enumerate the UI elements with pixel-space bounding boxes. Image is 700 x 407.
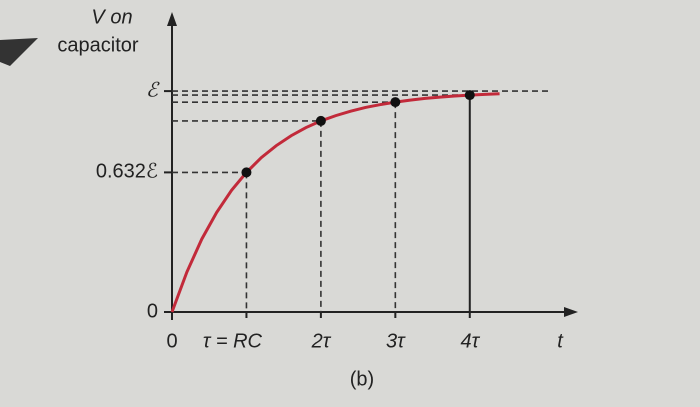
page-corner-mark [0, 38, 38, 66]
charging-curve [170, 92, 500, 313]
caption: (b) [350, 368, 374, 390]
x-tick-label: 0 [166, 330, 177, 352]
data-point [241, 167, 252, 178]
x-tick-label: 4τ [460, 330, 480, 352]
x-tick-label: 2τ [311, 330, 332, 352]
y-tick-label: ℰ [146, 79, 160, 101]
x-tick-label: 3τ [386, 330, 406, 352]
y-axis-arrow [167, 12, 177, 26]
data-point [390, 97, 401, 108]
x-tick-label: τ = RC [203, 330, 263, 352]
y-tick-label: 0 [147, 300, 158, 322]
y-tick-label: 0.632ℰ [96, 161, 158, 183]
x-axis-arrow [564, 307, 578, 317]
x-axis-label: t [557, 330, 564, 352]
data-point [315, 115, 326, 126]
y-axis-label: capacitor [57, 34, 138, 56]
data-point [464, 90, 475, 101]
y-axis-label: V on [91, 6, 132, 28]
